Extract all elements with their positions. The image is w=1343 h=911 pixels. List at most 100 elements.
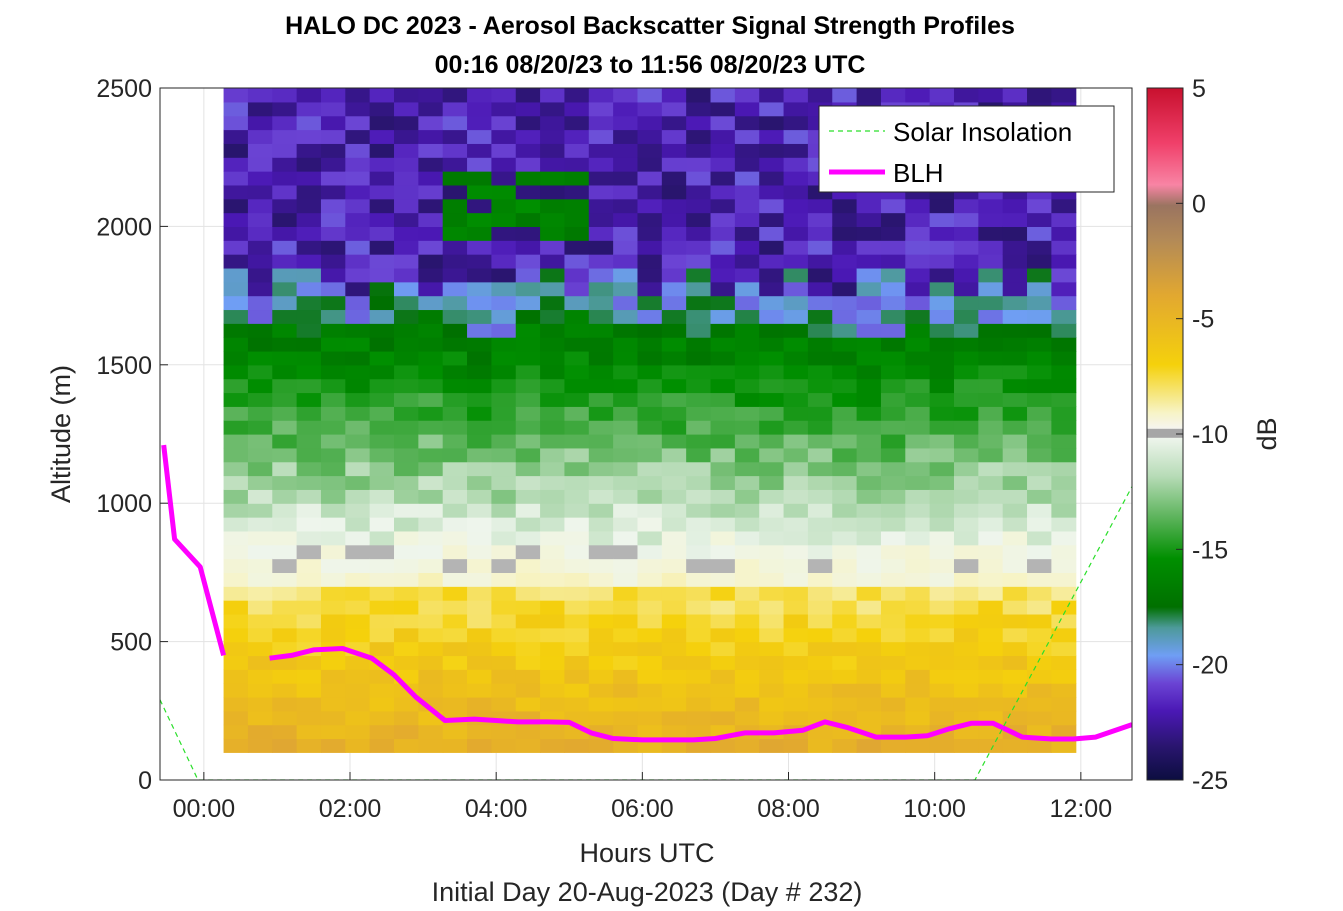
heatmap-cell (686, 309, 712, 324)
y-tick-label: 2500 (96, 75, 152, 103)
heatmap-cell (880, 295, 906, 311)
heatmap-cell (442, 184, 468, 200)
heatmap-cell (247, 143, 273, 158)
heatmap-cell (710, 613, 736, 629)
heatmap-cell (734, 295, 760, 311)
heatmap-cell (686, 503, 712, 518)
heatmap-cell (953, 337, 979, 352)
heatmap-cell (710, 143, 736, 158)
heatmap-cell (467, 198, 492, 214)
heatmap-cell (588, 434, 614, 449)
heatmap-cell (467, 572, 492, 587)
heatmap-cell (880, 475, 906, 490)
heatmap-cell (418, 558, 444, 573)
heatmap-cell (345, 212, 371, 227)
heatmap-cell (905, 641, 931, 657)
heatmap-cell (661, 696, 687, 712)
heatmap-cell (588, 696, 614, 712)
heatmap-cell (613, 655, 639, 670)
heatmap-cell (637, 406, 663, 421)
heatmap-cell (418, 530, 444, 546)
heatmap-cell (247, 517, 273, 532)
heatmap-cell (442, 295, 468, 311)
heatmap-cell (491, 724, 517, 740)
heatmap-cell (832, 434, 858, 449)
heatmap-cell (296, 171, 322, 186)
heatmap-cell (467, 184, 492, 200)
heatmap-cell (418, 627, 444, 643)
heatmap-cell (296, 350, 322, 366)
heatmap-cell (734, 696, 760, 712)
heatmap-cell (345, 129, 371, 144)
heatmap-cell (369, 544, 395, 560)
heatmap-cell (296, 489, 322, 504)
heatmap-cell (686, 600, 712, 615)
heatmap-cell (637, 669, 663, 684)
heatmap-cell (613, 378, 639, 394)
heatmap-cell (467, 281, 492, 297)
heatmap-cell (710, 655, 736, 670)
heatmap-cell (832, 392, 858, 407)
heatmap-cell (734, 558, 760, 573)
heatmap-cell (856, 696, 882, 712)
heatmap-cell (759, 101, 785, 117)
heatmap-cell (1027, 406, 1052, 421)
heatmap-cell (759, 378, 785, 394)
heatmap-cell (515, 669, 541, 684)
heatmap-cell (613, 267, 639, 283)
x-tick-label: 00:00 (173, 795, 236, 823)
heatmap-cell (564, 572, 590, 587)
heatmap-cell (953, 530, 979, 546)
heatmap-cell (905, 254, 931, 269)
heatmap-cell (223, 309, 249, 324)
heatmap-cell (905, 710, 931, 726)
heatmap-cell (978, 254, 1004, 269)
heatmap-cell (540, 627, 566, 643)
heatmap-cell (759, 627, 785, 643)
heatmap-cell (905, 503, 931, 518)
heatmap-cell (1027, 337, 1052, 352)
heatmap-cell (588, 683, 614, 698)
heatmap-cell (661, 406, 687, 421)
heatmap-cell (953, 281, 979, 297)
heatmap-cell (880, 226, 906, 241)
heatmap-cell (710, 572, 736, 587)
heatmap-cell (686, 364, 712, 380)
heatmap-cell (418, 364, 444, 380)
heatmap-cell (442, 503, 468, 518)
heatmap-cell (394, 337, 419, 352)
heatmap-cell (880, 461, 906, 477)
heatmap-cell (686, 544, 712, 560)
heatmap-cell (564, 530, 590, 546)
heatmap-cell (491, 101, 517, 117)
heatmap-cell (418, 323, 444, 338)
heatmap-cell (491, 434, 517, 449)
heatmap-cell (1002, 350, 1028, 366)
heatmap-cell (345, 254, 371, 269)
heatmap-cell (588, 337, 614, 352)
heatmap-cell (588, 226, 614, 241)
heatmap-cell (394, 350, 419, 366)
heatmap-cell (905, 489, 931, 504)
heatmap-cell (442, 198, 468, 214)
heatmap-cell (953, 295, 979, 311)
heatmap-cell (686, 378, 712, 394)
heatmap-cell (856, 738, 882, 753)
heatmap-cell (734, 323, 760, 338)
heatmap-cell (272, 724, 298, 740)
heatmap-cell (856, 198, 882, 214)
heatmap-cell (710, 420, 736, 435)
heatmap-cell (880, 655, 906, 670)
heatmap-cell (734, 503, 760, 518)
heatmap-cell (710, 157, 736, 172)
heatmap-cell (272, 447, 298, 463)
heatmap-cell (856, 254, 882, 269)
heatmap-cell (296, 143, 322, 158)
heatmap-cell (686, 489, 712, 504)
heatmap-cell (953, 406, 979, 421)
heatmap-cell (467, 267, 492, 283)
heatmap-cell (613, 157, 639, 172)
heatmap-cell (442, 240, 468, 255)
heatmap-cell (929, 212, 955, 227)
heatmap-cell (394, 406, 419, 421)
